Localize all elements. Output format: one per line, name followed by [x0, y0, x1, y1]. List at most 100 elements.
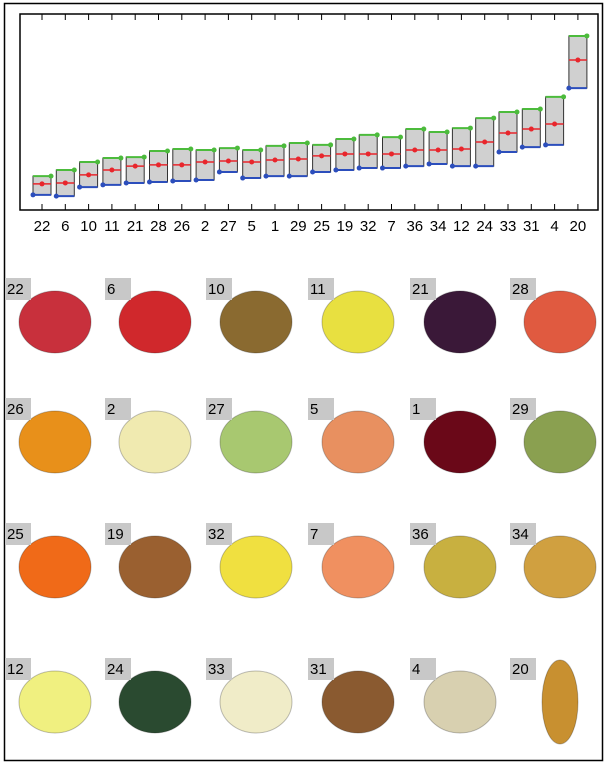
fruit-image	[423, 670, 497, 734]
x-tick-label: 12	[453, 218, 470, 235]
x-tick-label: 25	[313, 218, 330, 235]
box	[195, 149, 215, 181]
fruit-image	[423, 535, 497, 599]
label-box	[410, 278, 436, 300]
fruit-image	[219, 670, 293, 734]
low-dot	[473, 163, 479, 169]
low-dot	[193, 177, 199, 183]
high-dot	[188, 146, 194, 152]
low-dot	[216, 169, 222, 175]
high-dot	[48, 173, 54, 179]
fruit-label: 26	[7, 401, 24, 418]
median-dot	[365, 151, 371, 157]
median-dot	[528, 126, 534, 132]
median-dot	[505, 130, 511, 136]
high-dot	[467, 125, 473, 131]
median-dot	[39, 181, 45, 187]
x-tick-label: 10	[80, 218, 97, 235]
fruit-label: 33	[208, 661, 225, 678]
fruit-label: 10	[208, 281, 225, 298]
label-box	[510, 658, 536, 680]
median-dot	[179, 162, 185, 168]
x-tick-label: 6	[61, 218, 69, 235]
low-dot	[263, 173, 269, 179]
low-dot	[449, 163, 455, 169]
x-tick-label: 33	[500, 218, 517, 235]
median-dot	[272, 157, 278, 163]
x-tick-label: 27	[220, 218, 237, 235]
fruit-label: 4	[412, 661, 420, 678]
high-dot	[118, 155, 124, 161]
fruit-label: 20	[512, 661, 529, 678]
x-tick-label: 5	[248, 218, 256, 235]
fruit-image	[118, 410, 192, 474]
x-tick-label: 32	[360, 218, 377, 235]
label-box	[510, 398, 536, 420]
fruit-label: 19	[107, 526, 124, 543]
label-box	[105, 398, 131, 420]
label-box	[5, 398, 31, 420]
fruit-image	[321, 410, 395, 474]
high-dot	[234, 145, 240, 151]
median-dot	[412, 147, 418, 153]
fruit-label: 28	[512, 281, 529, 298]
box	[125, 156, 145, 184]
low-dot	[240, 175, 246, 181]
median-dot	[458, 146, 464, 152]
median-dot	[319, 153, 325, 159]
label-box	[206, 278, 232, 300]
label-box	[308, 398, 334, 420]
low-dot	[426, 161, 432, 167]
fruit-image	[219, 290, 293, 354]
x-tick-label: 19	[337, 218, 354, 235]
low-dot	[77, 184, 83, 190]
median-dot	[86, 172, 92, 178]
x-tick-label: 28	[150, 218, 167, 235]
fruit-label: 34	[512, 526, 529, 543]
high-dot	[421, 126, 427, 132]
label-box	[105, 523, 131, 545]
median-dot	[342, 151, 348, 157]
x-tick-label: 22	[34, 218, 51, 235]
median-dot	[225, 158, 231, 164]
low-dot	[519, 144, 525, 150]
x-tick-label: 29	[290, 218, 307, 235]
fruit-image	[118, 535, 192, 599]
median-dot	[132, 163, 138, 169]
high-dot	[374, 132, 380, 138]
median-dot	[552, 121, 558, 127]
low-dot	[380, 165, 385, 171]
label-box	[5, 523, 31, 545]
fruit-image	[423, 410, 497, 474]
low-dot	[310, 169, 316, 175]
label-box	[5, 658, 31, 680]
high-dot	[561, 94, 567, 100]
fruit-label: 22	[7, 281, 24, 298]
fruit-image	[18, 290, 92, 354]
median-dot	[575, 57, 581, 63]
label-box	[308, 523, 334, 545]
high-dot	[491, 115, 497, 121]
high-dot	[258, 147, 264, 153]
median-dot	[295, 156, 301, 162]
x-tick-label: 34	[430, 218, 447, 235]
x-tick-label: 4	[550, 218, 558, 235]
label-box	[206, 658, 232, 680]
fruit-image	[18, 410, 92, 474]
high-dot	[304, 140, 310, 146]
plot-frame	[19, 13, 599, 211]
x-tick-label: 31	[523, 218, 540, 235]
fruit-label: 21	[412, 281, 429, 298]
x-tick-label: 24	[476, 218, 493, 235]
high-dot	[398, 134, 403, 140]
x-tick-label: 7	[387, 218, 395, 235]
median-dot	[109, 167, 115, 173]
median-dot	[62, 180, 68, 186]
median-dot	[202, 159, 208, 165]
fruit-image	[541, 659, 579, 745]
x-tick-label: 36	[406, 218, 423, 235]
high-dot	[328, 142, 334, 148]
high-dot	[514, 109, 520, 115]
high-dot	[165, 148, 170, 154]
fruit-image	[219, 410, 293, 474]
